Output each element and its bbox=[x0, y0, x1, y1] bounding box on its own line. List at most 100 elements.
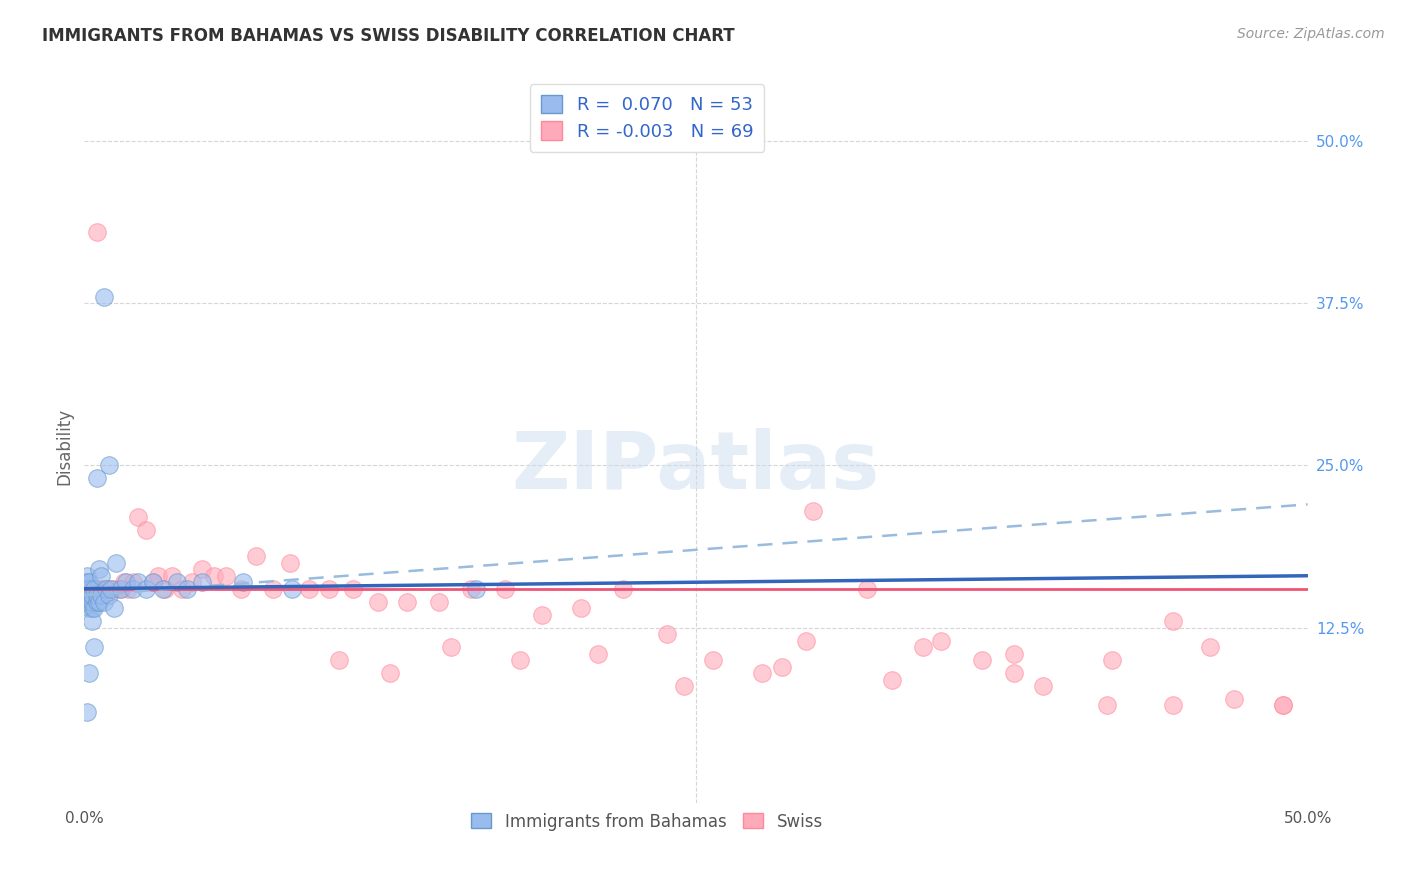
Point bbox=[83, 582, 105, 596]
Point bbox=[76, 582, 98, 596]
Point bbox=[76, 582, 98, 596]
Point bbox=[93, 595, 115, 609]
Point bbox=[96, 582, 118, 596]
Point bbox=[181, 575, 204, 590]
Point bbox=[530, 607, 553, 622]
Point bbox=[135, 582, 157, 596]
Point bbox=[460, 582, 482, 596]
Point bbox=[569, 601, 592, 615]
Point bbox=[77, 595, 100, 609]
Point bbox=[77, 666, 100, 681]
Point bbox=[153, 582, 176, 596]
Point bbox=[1161, 614, 1184, 628]
Point bbox=[509, 653, 531, 667]
Point bbox=[367, 595, 389, 609]
Point bbox=[76, 595, 98, 609]
Point bbox=[100, 582, 122, 596]
Point bbox=[328, 653, 350, 667]
Point bbox=[93, 582, 115, 596]
Point bbox=[702, 653, 724, 667]
Point bbox=[245, 549, 267, 564]
Text: IMMIGRANTS FROM BAHAMAS VS SWISS DISABILITY CORRELATION CHART: IMMIGRANTS FROM BAHAMAS VS SWISS DISABIL… bbox=[42, 27, 735, 45]
Point bbox=[86, 471, 108, 485]
Point bbox=[380, 666, 402, 681]
Point bbox=[76, 588, 98, 602]
Point bbox=[1272, 698, 1295, 713]
Point bbox=[494, 582, 516, 596]
Point bbox=[794, 633, 817, 648]
Legend: Immigrants from Bahamas, Swiss: Immigrants from Bahamas, Swiss bbox=[465, 806, 830, 838]
Point bbox=[90, 582, 112, 596]
Point bbox=[93, 290, 115, 304]
Text: Source: ZipAtlas.com: Source: ZipAtlas.com bbox=[1237, 27, 1385, 41]
Point bbox=[162, 568, 184, 582]
Point bbox=[76, 568, 98, 582]
Point bbox=[107, 582, 129, 596]
Point bbox=[135, 524, 157, 538]
Point bbox=[1032, 679, 1054, 693]
Point bbox=[115, 575, 138, 590]
Point bbox=[77, 588, 100, 602]
Point bbox=[77, 582, 100, 596]
Point bbox=[396, 595, 419, 609]
Point bbox=[655, 627, 678, 641]
Point bbox=[1223, 692, 1246, 706]
Point bbox=[142, 575, 165, 590]
Point bbox=[972, 653, 994, 667]
Point bbox=[103, 582, 125, 596]
Point bbox=[770, 659, 793, 673]
Point bbox=[80, 582, 103, 596]
Point bbox=[77, 601, 100, 615]
Point bbox=[87, 582, 110, 596]
Point bbox=[232, 575, 254, 590]
Point bbox=[86, 588, 108, 602]
Point bbox=[80, 601, 103, 615]
Point bbox=[83, 582, 105, 596]
Point bbox=[176, 582, 198, 596]
Point bbox=[77, 582, 100, 596]
Point bbox=[191, 562, 214, 576]
Point bbox=[83, 601, 105, 615]
Point bbox=[90, 588, 112, 602]
Point bbox=[1161, 698, 1184, 713]
Point bbox=[215, 568, 238, 582]
Point bbox=[298, 582, 321, 596]
Point bbox=[122, 582, 145, 596]
Point bbox=[229, 582, 252, 596]
Point bbox=[127, 575, 149, 590]
Point bbox=[440, 640, 463, 654]
Point bbox=[112, 575, 135, 590]
Point bbox=[122, 575, 145, 590]
Point bbox=[912, 640, 935, 654]
Point bbox=[97, 582, 120, 596]
Point bbox=[77, 582, 100, 596]
Point bbox=[96, 582, 118, 596]
Point bbox=[76, 575, 98, 590]
Point bbox=[1002, 647, 1025, 661]
Point bbox=[80, 614, 103, 628]
Point bbox=[77, 588, 100, 602]
Point bbox=[281, 582, 304, 596]
Point bbox=[105, 556, 128, 570]
Point bbox=[127, 510, 149, 524]
Point bbox=[342, 582, 364, 596]
Point bbox=[117, 582, 139, 596]
Point bbox=[152, 582, 174, 596]
Point bbox=[1101, 653, 1123, 667]
Point bbox=[80, 595, 103, 609]
Point bbox=[929, 633, 952, 648]
Point bbox=[77, 575, 100, 590]
Point bbox=[672, 679, 695, 693]
Point bbox=[318, 582, 340, 596]
Point bbox=[880, 673, 903, 687]
Point bbox=[856, 582, 879, 596]
Point bbox=[803, 504, 825, 518]
Point bbox=[76, 582, 98, 596]
Point bbox=[97, 458, 120, 473]
Point bbox=[464, 582, 486, 596]
Point bbox=[86, 595, 108, 609]
Point bbox=[76, 582, 98, 596]
Point bbox=[103, 601, 125, 615]
Point bbox=[87, 595, 110, 609]
Point bbox=[1198, 640, 1220, 654]
